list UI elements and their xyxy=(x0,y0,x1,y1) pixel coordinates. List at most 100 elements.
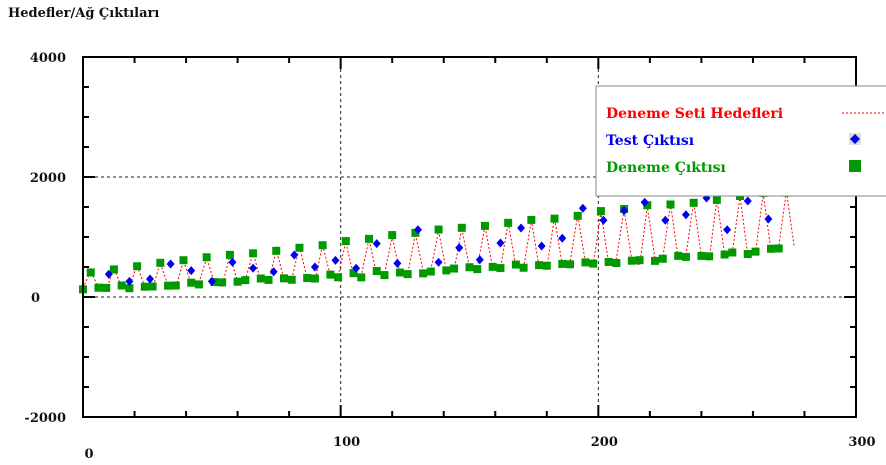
train-output-point xyxy=(705,252,714,261)
train-output-point xyxy=(388,231,397,240)
axes: 0 100 200 300 -2000 0 2000 4000 xyxy=(24,51,875,462)
train-output-point xyxy=(550,214,559,223)
train-output-point xyxy=(411,228,420,237)
train-output-point xyxy=(264,275,273,284)
test-output-point xyxy=(290,250,299,260)
train-output-point xyxy=(310,274,319,283)
train-output-point xyxy=(148,282,157,291)
train-output-point xyxy=(542,261,551,270)
train-output-point xyxy=(666,200,675,209)
test-output-point xyxy=(578,203,587,213)
legend: Deneme Seti Hedefleri Test Çıktısı Deneme … xyxy=(595,85,886,197)
test-output-point xyxy=(558,233,567,243)
train-output-point xyxy=(140,282,149,291)
test-output-point xyxy=(620,206,629,216)
test-output-point xyxy=(372,239,381,249)
legend-label: Deneme Çıktısı xyxy=(606,160,726,176)
legend-label: Deneme Seti Hedefleri xyxy=(606,106,783,122)
test-output-point xyxy=(393,258,402,268)
test-output-point xyxy=(496,238,505,248)
train-output-point xyxy=(589,259,598,268)
test-output-point xyxy=(310,262,319,272)
train-output-point xyxy=(179,256,188,265)
y-tick-label: 0 xyxy=(31,291,40,306)
train-output-point xyxy=(326,270,335,279)
train-output-point xyxy=(279,274,288,283)
test-output-point xyxy=(517,223,526,233)
legend-swatch-diamond xyxy=(850,134,860,144)
x-tick-label: 100 xyxy=(333,435,360,450)
train-output-point xyxy=(419,269,428,278)
train-output-point xyxy=(743,250,752,259)
legend-swatch-square xyxy=(849,160,861,172)
train-output-point xyxy=(372,267,381,276)
train-output-point xyxy=(488,262,497,271)
train-output-point xyxy=(287,275,296,284)
test-output-point xyxy=(331,255,340,265)
train-output-point xyxy=(674,251,683,260)
train-output-point xyxy=(341,237,350,246)
train-output-point xyxy=(125,284,134,293)
train-output-point xyxy=(565,260,574,269)
train-output-point xyxy=(697,251,706,260)
x-tick-label: 300 xyxy=(848,435,875,450)
train-output-point xyxy=(295,243,304,252)
train-output-point xyxy=(225,250,234,259)
train-output-point xyxy=(604,257,613,266)
plot-area xyxy=(79,187,795,294)
train-output-point xyxy=(612,258,621,267)
train-output-point xyxy=(434,225,443,234)
y-tick-label: 2000 xyxy=(30,171,66,186)
test-output-point xyxy=(249,263,258,273)
train-output-point xyxy=(303,274,312,283)
train-output-point xyxy=(202,253,211,262)
test-output-point xyxy=(145,274,154,284)
train-output-point xyxy=(581,258,590,267)
train-output-point xyxy=(357,273,366,282)
train-output-point xyxy=(86,268,95,277)
train-output-point xyxy=(194,280,203,289)
train-output-point xyxy=(720,250,729,259)
train-output-point xyxy=(187,278,196,287)
train-output-point xyxy=(519,263,528,272)
test-output-point xyxy=(104,269,113,279)
train-output-point xyxy=(171,281,180,290)
train-output-point xyxy=(651,256,660,265)
train-output-point xyxy=(403,270,412,279)
test-output-point xyxy=(475,255,484,265)
train-output-point xyxy=(426,267,435,276)
train-output-point xyxy=(450,264,459,273)
test-output-point xyxy=(166,259,175,269)
test-output-point xyxy=(537,241,546,251)
train-output-point xyxy=(527,215,536,224)
test-output-point xyxy=(743,196,752,206)
chart-title: Hedefler/Ağ Çıktıları xyxy=(8,6,160,21)
test-output-point xyxy=(187,266,196,276)
train-output-point xyxy=(94,283,103,292)
test-output-point xyxy=(455,243,464,253)
y-tick-label: 4000 xyxy=(30,51,66,66)
train-output-point xyxy=(133,262,142,271)
train-output-point xyxy=(511,260,520,269)
test-output-point xyxy=(723,225,732,235)
train-output-point xyxy=(635,256,644,265)
test-output-point xyxy=(599,215,608,225)
train-output-point xyxy=(658,254,667,263)
train-output-point xyxy=(102,283,111,292)
train-output-point xyxy=(395,268,404,277)
train-output-point xyxy=(241,276,250,285)
train-output-point xyxy=(473,265,482,274)
train-output-point xyxy=(535,261,544,270)
train-output-point xyxy=(349,269,358,278)
train-output-point xyxy=(496,264,505,273)
test-output-point xyxy=(764,214,773,224)
test-output-point xyxy=(228,257,237,267)
train-output-point xyxy=(233,277,242,286)
train-output-point xyxy=(318,241,327,250)
train-output-point xyxy=(457,223,466,232)
legend-label: Test Çıktısı xyxy=(606,133,694,149)
train-output-point xyxy=(774,244,783,253)
y-tick-label: -2000 xyxy=(24,411,66,426)
test-output-point xyxy=(640,197,649,207)
